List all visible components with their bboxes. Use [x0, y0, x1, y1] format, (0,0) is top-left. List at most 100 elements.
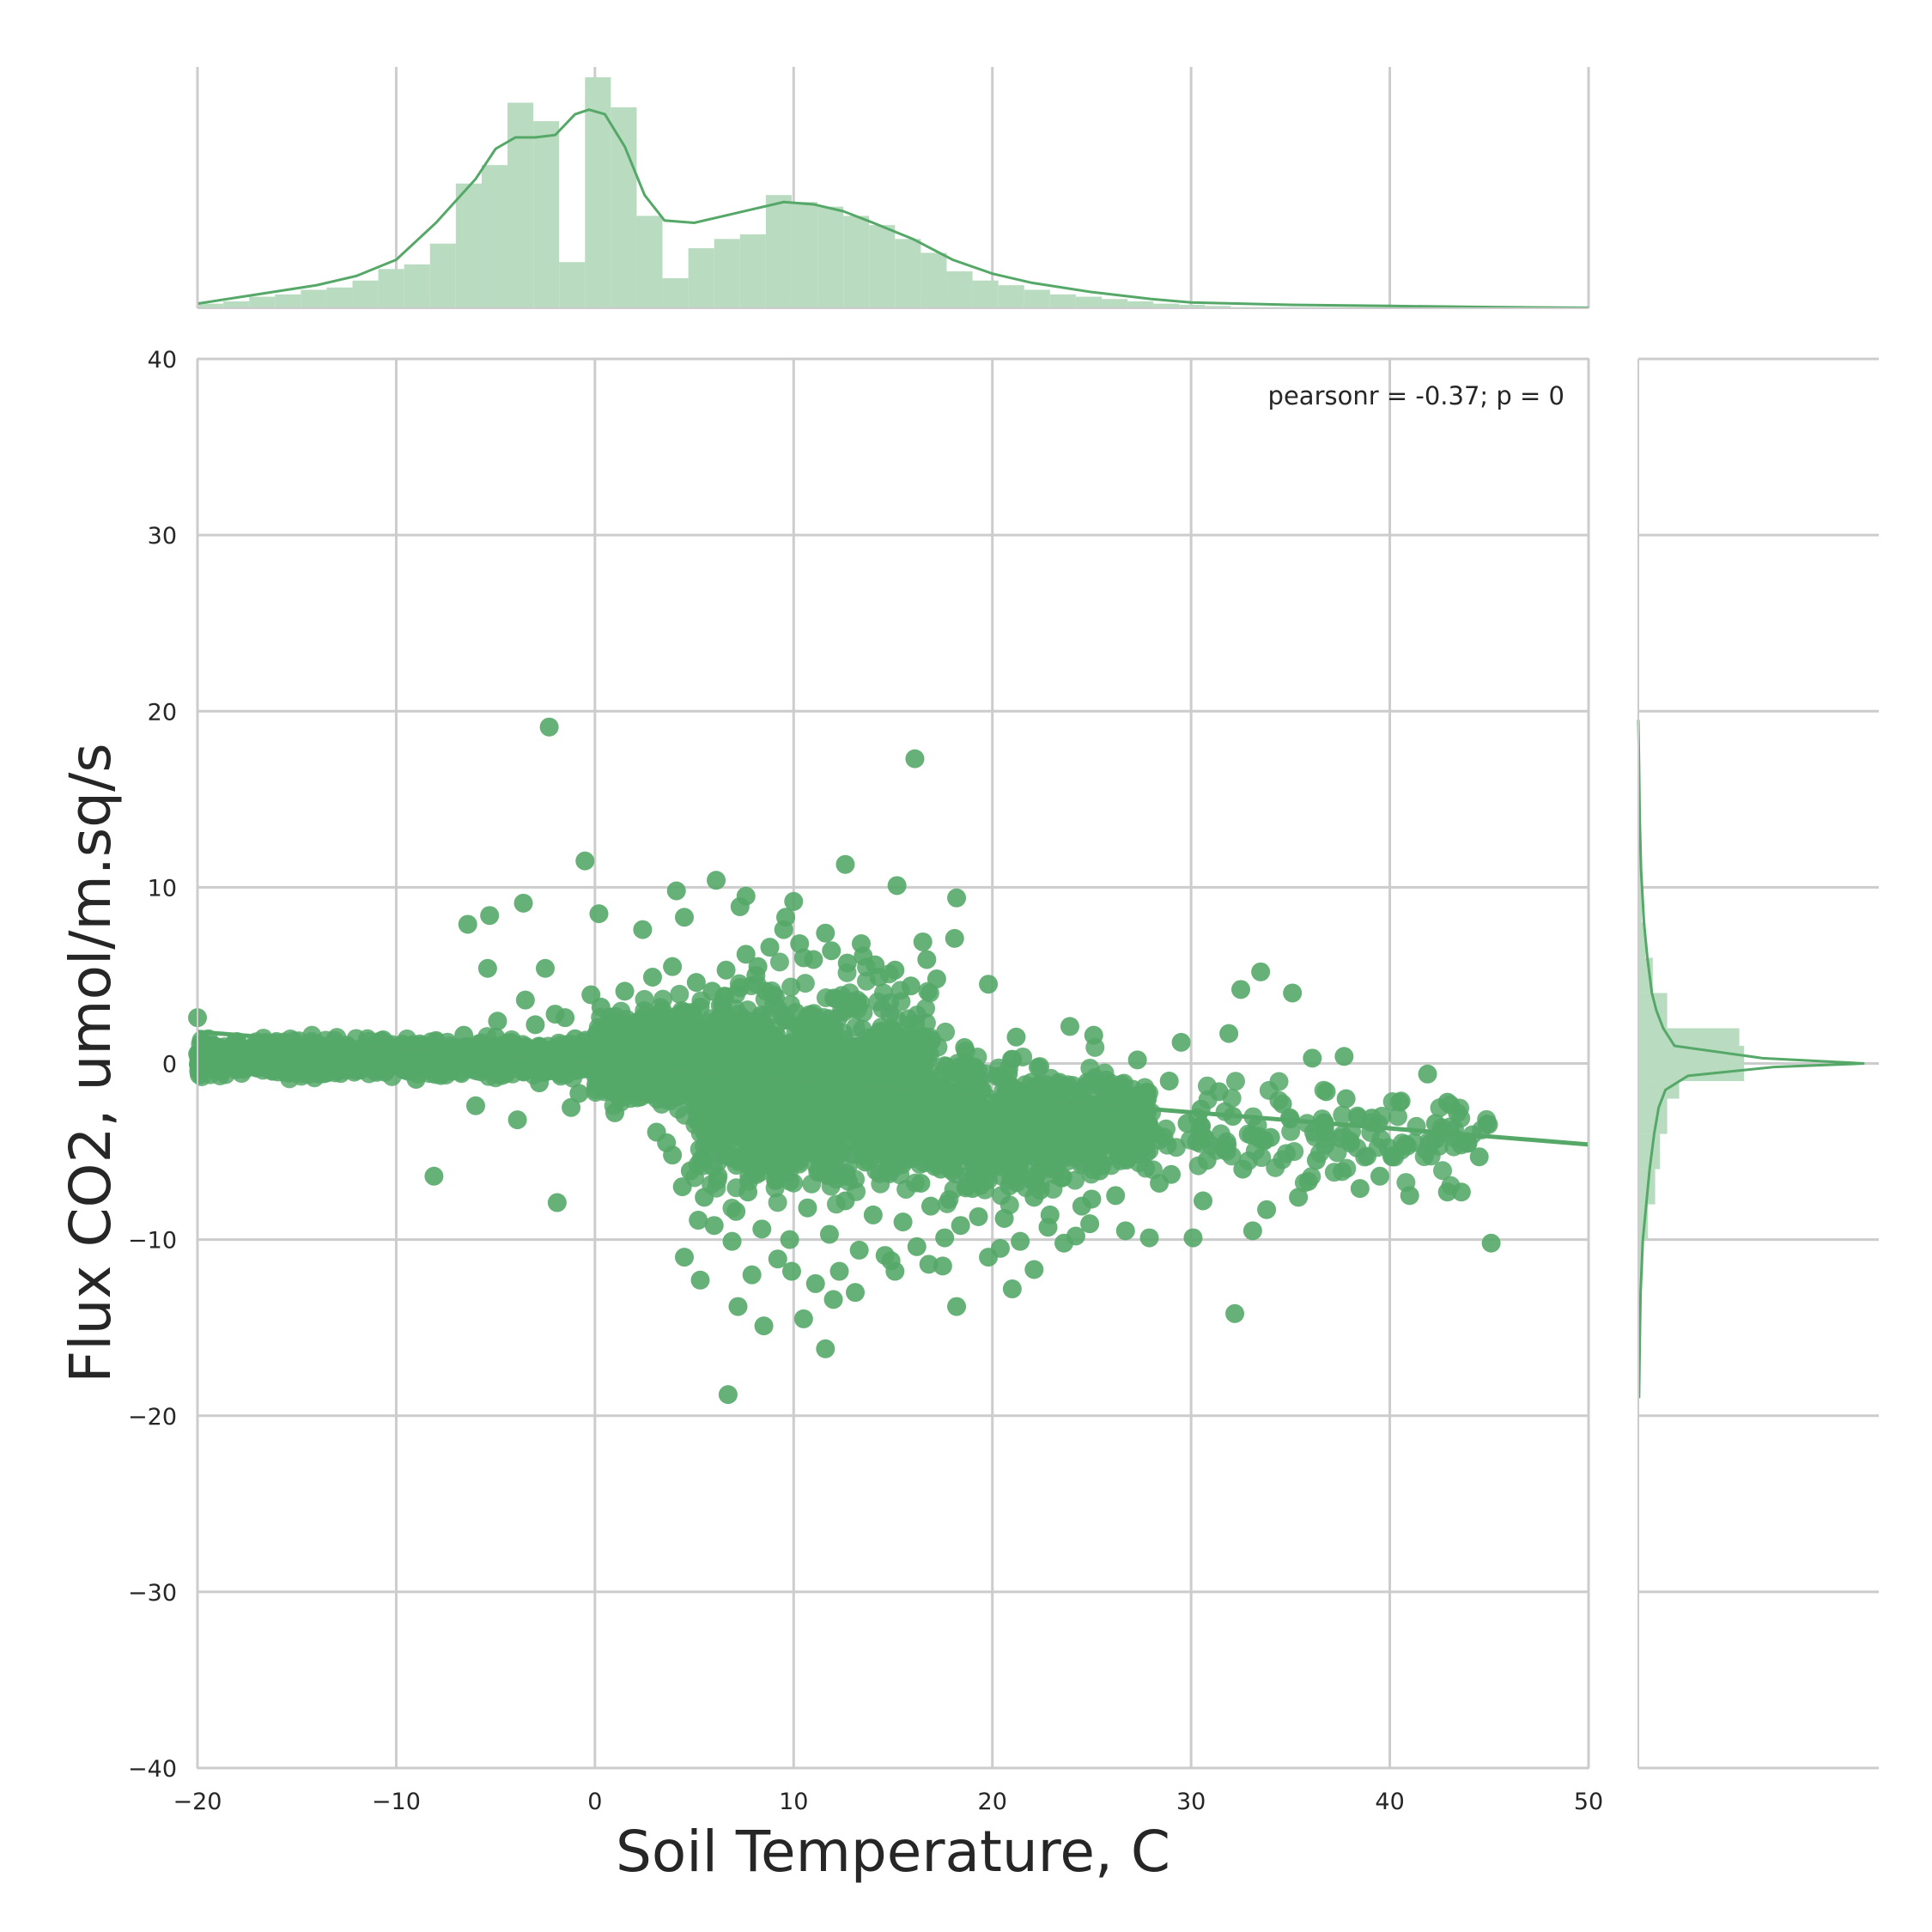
scatter-point	[669, 1043, 689, 1063]
scatter-point	[1269, 1072, 1289, 1091]
scatter-point	[804, 950, 823, 969]
x-tick-label: 30	[1176, 1789, 1206, 1815]
scatter-point	[889, 1042, 908, 1061]
right-marginal-kde-line	[1637, 720, 1865, 1399]
scatter-point	[631, 1087, 651, 1107]
top-histogram-bar	[1127, 301, 1154, 308]
scatter-point	[964, 1057, 984, 1077]
scatter-point	[1195, 1129, 1215, 1149]
scatter-point	[690, 997, 710, 1017]
scatter-point	[653, 1000, 672, 1020]
scatter-point	[1451, 1182, 1471, 1202]
scatter-point	[1418, 1064, 1437, 1084]
top-histogram-bar	[326, 287, 353, 308]
main-scatter-axes: −20 −10 0 10 20 30 40 50 −40−30−20−10010203040 …	[58, 347, 1603, 1885]
scatter-point	[1130, 1133, 1150, 1152]
scatter-point	[869, 967, 889, 987]
scatter-point	[581, 985, 601, 1005]
scatter-point	[878, 1027, 897, 1047]
scatter-point	[1225, 1303, 1245, 1323]
scatter-point	[788, 1139, 808, 1158]
top-histogram-bar	[998, 285, 1024, 308]
scatter-point	[913, 932, 933, 951]
scatter-point	[1106, 1186, 1126, 1206]
scatter-point	[1074, 1143, 1094, 1163]
scatter-point	[869, 1128, 889, 1148]
top-histogram-bar	[197, 303, 224, 308]
scatter-point	[1266, 1157, 1285, 1177]
top-marginal-histogram	[196, 67, 1590, 309]
y-tick-label: −10	[128, 1228, 177, 1255]
scatter-point	[762, 1040, 781, 1060]
scatter-point	[816, 923, 835, 943]
right-histogram-bar	[1638, 922, 1646, 958]
scatter-point	[928, 1037, 948, 1057]
top-histogram-bar	[843, 216, 870, 308]
scatter-point	[1433, 1161, 1453, 1181]
scatter-point	[887, 876, 907, 896]
scatter-point	[675, 908, 694, 927]
scatter-point	[964, 1157, 984, 1176]
scatter-point	[754, 1316, 774, 1336]
scatter-point	[1225, 1072, 1245, 1091]
scatter-point	[768, 1249, 787, 1269]
scatter-point	[896, 1180, 916, 1200]
scatter-point	[716, 1145, 736, 1164]
top-histogram-bar	[507, 102, 534, 308]
scatter-point	[617, 1048, 636, 1068]
scatter-point	[1102, 1110, 1121, 1130]
scatter-point	[652, 1094, 671, 1114]
scatter-point	[854, 946, 873, 966]
scatter-point	[1115, 1221, 1135, 1241]
scatter-point	[370, 1040, 390, 1060]
scatter-point	[1002, 1279, 1022, 1299]
top-histogram-bar	[301, 289, 327, 308]
scatter-point	[805, 1273, 825, 1293]
scatter-point	[963, 1179, 982, 1199]
scatter-point	[603, 1069, 623, 1089]
scatter-point	[728, 1085, 748, 1105]
scatter-point	[1117, 1084, 1137, 1104]
scatter-point	[501, 1032, 521, 1052]
scatter-point	[663, 957, 683, 976]
scatter-point	[513, 893, 533, 913]
scatter-point	[562, 1097, 581, 1117]
scatter-point	[901, 976, 920, 996]
scatter-point	[1042, 1108, 1061, 1127]
scatter-point	[1222, 1146, 1242, 1166]
right-histogram-bar	[1638, 1098, 1668, 1134]
top-histogram-bar	[817, 206, 844, 308]
scatter-point	[729, 1005, 749, 1024]
scatter-point	[736, 945, 756, 964]
scatter-point	[1348, 1108, 1368, 1127]
scatter-point	[838, 1101, 858, 1121]
scatter-point	[672, 1177, 692, 1197]
top-histogram-bar	[1024, 289, 1050, 308]
top-histogram-bar	[895, 239, 921, 308]
scatter-point	[910, 1133, 930, 1153]
scatter-point	[1056, 1119, 1076, 1139]
scatter-point	[337, 1038, 356, 1058]
scatter-point	[828, 1139, 848, 1158]
top-histogram-bar	[739, 234, 766, 308]
scatter-point	[1306, 1151, 1326, 1170]
scatter-point	[811, 1034, 831, 1054]
scatter-point	[252, 1048, 271, 1068]
scatter-point	[480, 906, 500, 926]
scatter-point	[708, 1166, 728, 1186]
scatter-point	[905, 749, 925, 769]
scatter-point	[1437, 1092, 1457, 1112]
scatter-point	[919, 1255, 939, 1274]
scatter-point	[1233, 1159, 1253, 1179]
scatter-point	[454, 1025, 474, 1045]
scatter-point	[586, 1083, 605, 1103]
scatter-point	[821, 1166, 841, 1186]
scatter-point	[1481, 1233, 1501, 1253]
scatter-point	[726, 1201, 746, 1221]
scatter-point	[1082, 1189, 1102, 1209]
scatter-point	[1013, 1047, 1033, 1066]
scatter-point	[1425, 1114, 1445, 1133]
scatter-point	[891, 992, 911, 1012]
scatter-point	[774, 1090, 793, 1109]
scatter-point	[1261, 1127, 1280, 1147]
